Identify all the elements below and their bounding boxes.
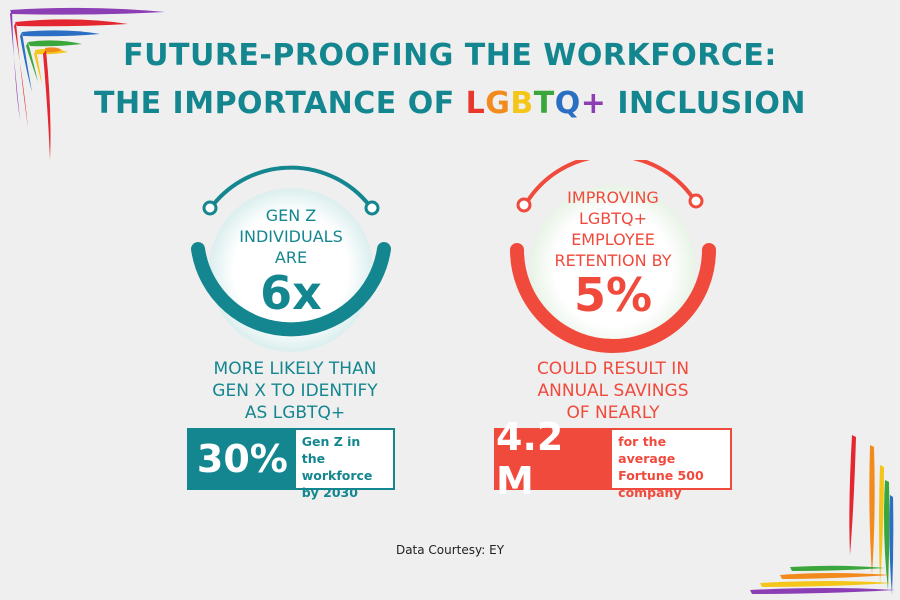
right-sub-line: OF NEARLY	[566, 403, 660, 423]
left-bottom-arc	[191, 242, 391, 337]
left-circle-line: GEN Z	[265, 206, 317, 225]
rainbow-corner-decoration-top-left	[10, 7, 165, 160]
left-circle-fill	[209, 188, 373, 352]
left-stat-box: 30% Gen Z in the workforce by 2030	[187, 428, 395, 500]
left-sub-line: AS LGBTQ+	[244, 403, 346, 423]
right-top-arc	[525, 160, 695, 204]
lgbtq-letter-t: T	[533, 86, 555, 121]
right-box-desc-line: Fortune 500	[618, 468, 704, 483]
right-box-description: for the average Fortune 500 company	[612, 430, 730, 500]
left-sub-label: MORE LIKELY THAN GEN X TO IDENTIFY AS LG…	[185, 358, 405, 424]
right-circle-line: IMPROVING	[567, 188, 659, 207]
right-circle-fill	[530, 185, 696, 351]
left-arc-end-dot	[202, 200, 218, 216]
right-big-value: 5%	[573, 268, 653, 322]
right-sub-label: COULD RESULT IN ANNUAL SAVINGS OF NEARLY	[503, 358, 723, 424]
right-sub-line: COULD RESULT IN	[536, 359, 690, 379]
right-circle-line: RETENTION BY	[554, 251, 672, 270]
left-box-description: Gen Z in the workforce by 2030	[296, 430, 393, 500]
left-big-value: 6x	[260, 266, 322, 320]
lgbtq-letter-plus: +	[580, 86, 607, 121]
lgbtq-letter-g: G	[485, 86, 511, 121]
right-box-desc-line: company	[618, 485, 682, 500]
left-arc-end-dot	[364, 200, 380, 216]
title-prefix: THE IMPORTANCE OF	[94, 86, 466, 121]
left-circle-label: GEN Z INDIVIDUALS ARE	[221, 205, 361, 268]
left-ring-graphic	[191, 165, 391, 352]
right-ring-graphic	[510, 160, 716, 353]
left-box-desc-line: Gen Z in the	[301, 434, 361, 466]
left-box-value: 30%	[189, 430, 296, 488]
left-box-desc-line: workforce	[301, 468, 373, 483]
left-circle-line: INDIVIDUALS	[239, 227, 343, 246]
right-sub-line: ANNUAL SAVINGS	[537, 381, 689, 401]
right-circle-line: LGBTQ+	[578, 209, 648, 228]
lgbtq-letter-l: L	[465, 86, 486, 121]
page-title-line-1: FUTURE-PROOFING THE WORKFORCE:	[123, 38, 777, 73]
page-title-line-2: THE IMPORTANCE OF LGBTQ+ INCLUSION	[0, 86, 900, 121]
right-box-desc-line: for the average	[618, 434, 676, 466]
left-sub-line: GEN X TO IDENTIFY	[212, 381, 378, 401]
left-box-desc-line: by 2030	[301, 485, 358, 500]
right-box-value: 4.2 M	[496, 415, 613, 503]
lgbtq-letter-q: Q	[554, 86, 581, 121]
left-sub-line: MORE LIKELY THAN	[213, 359, 377, 379]
lgbtq-rainbow-word: LGBTQ+	[466, 86, 607, 121]
rainbow-corner-decoration-bottom-right	[750, 435, 895, 595]
right-bottom-arc	[510, 243, 716, 353]
right-arc-end-dot	[516, 197, 532, 213]
right-circle-line: EMPLOYEE	[571, 230, 655, 249]
left-top-arc	[211, 165, 371, 207]
lgbtq-letter-b: B	[510, 86, 534, 121]
right-arc-end-dot	[688, 193, 704, 209]
title-suffix: INCLUSION	[606, 86, 806, 121]
left-circle-line: ARE	[274, 248, 308, 267]
right-circle-label: IMPROVING LGBTQ+ EMPLOYEE RETENTION BY	[538, 187, 688, 271]
right-stat-box: 4.2 M for the average Fortune 500 compan…	[494, 415, 732, 503]
data-source-footer: Data Courtesy: EY	[395, 543, 505, 557]
